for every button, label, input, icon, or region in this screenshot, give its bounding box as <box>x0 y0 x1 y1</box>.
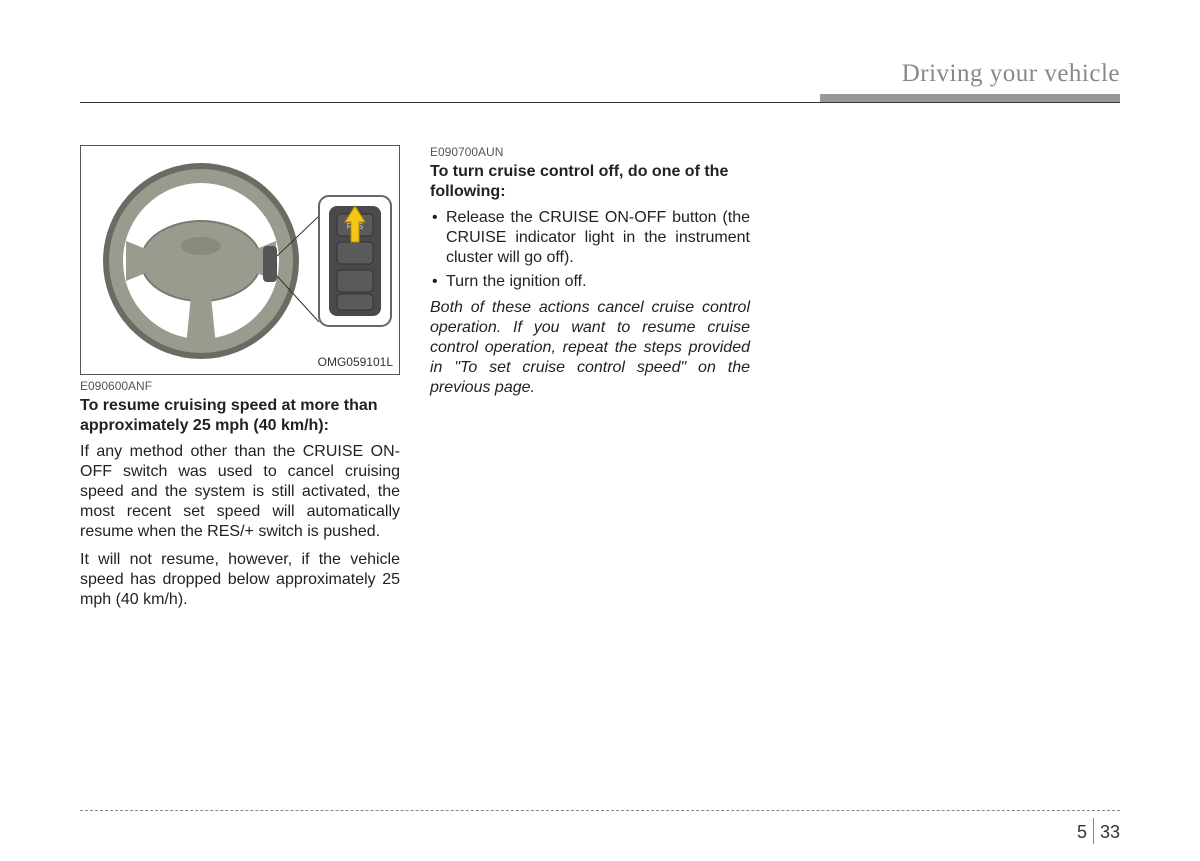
steering-wheel-figure: RES OMG059101L <box>80 145 400 375</box>
page-separator <box>1093 818 1094 844</box>
list-item: Turn the ignition off. <box>430 272 750 292</box>
list-item: Release the CRUISE ON-OFF button (the CR… <box>430 208 750 268</box>
header-accent-bar <box>820 94 1120 102</box>
section-code-2: E090700AUN <box>430 145 750 160</box>
page-header: Driving your vehicle <box>80 60 1120 105</box>
footer-rule <box>80 810 1120 811</box>
section-code-1: E090600ANF <box>80 379 400 394</box>
page-number: 5 33 <box>1077 820 1120 846</box>
content-columns: RES OMG059101L E090600ANF To resume crui… <box>80 145 1120 618</box>
header-rule <box>80 102 1120 103</box>
chapter-number: 5 <box>1077 822 1087 842</box>
paragraph-2: It will not resume, however, if the vehi… <box>80 550 400 610</box>
figure-caption: OMG059101L <box>318 355 393 370</box>
column-middle: E090700AUN To turn cruise control off, d… <box>430 145 750 618</box>
italic-note: Both of these actions cancel cruise cont… <box>430 298 750 398</box>
manual-page: Driving your vehicle <box>0 0 1200 861</box>
section-heading-2: To turn cruise control off, do one of th… <box>430 162 750 202</box>
column-right <box>780 145 1100 618</box>
column-left: RES OMG059101L E090600ANF To resume crui… <box>80 145 400 618</box>
page-num: 33 <box>1100 822 1120 842</box>
section-title: Driving your vehicle <box>902 60 1120 88</box>
paragraph-1: If any method other than the CRUISE ON-O… <box>80 442 400 542</box>
bullet-list: Release the CRUISE ON-OFF button (the CR… <box>430 208 750 292</box>
section-heading-1: To resume cruising speed at more than ap… <box>80 396 400 436</box>
page-footer: 533 <box>80 810 1120 811</box>
